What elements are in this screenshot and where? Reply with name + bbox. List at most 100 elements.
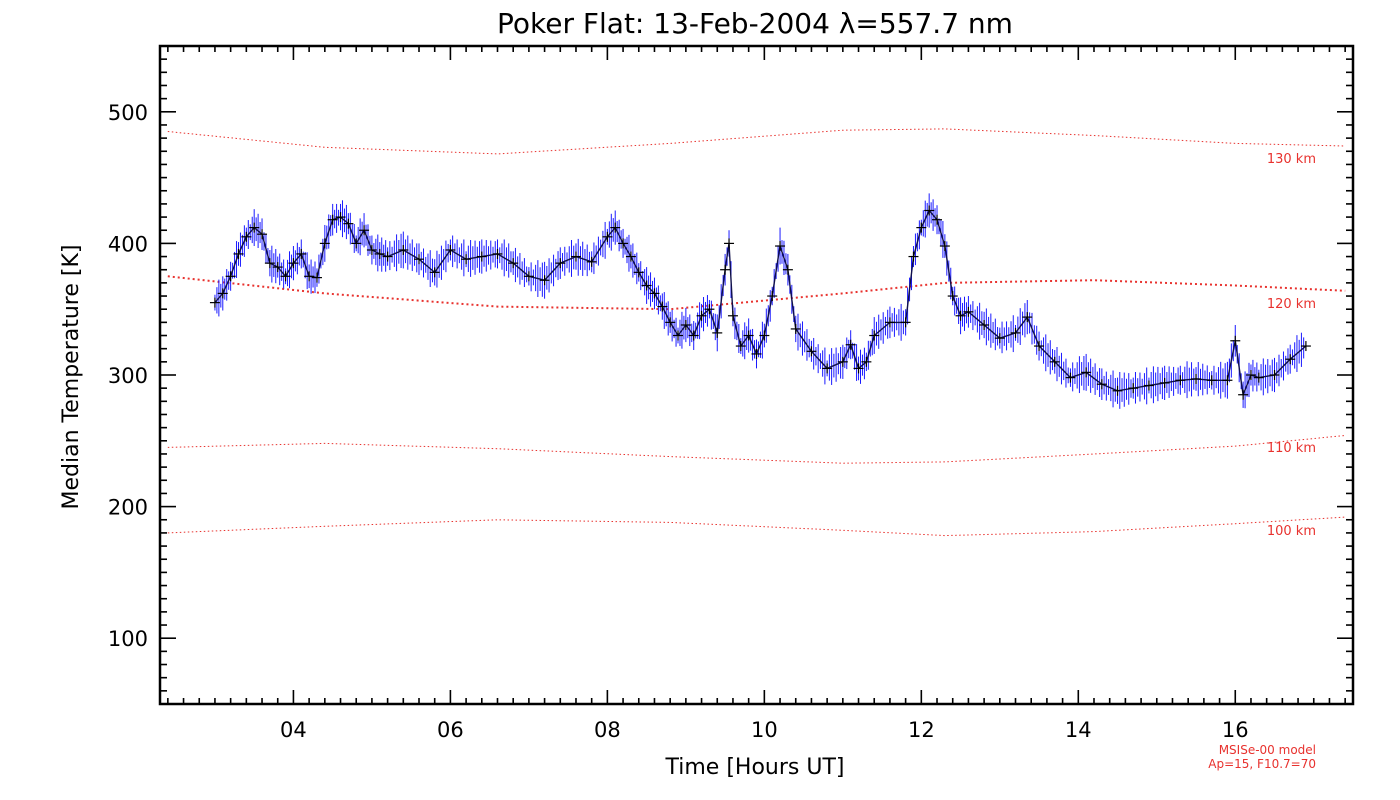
data-point: [304, 271, 315, 282]
axis-ticks: [160, 45, 1353, 705]
data-point: [735, 341, 746, 352]
data-point: [476, 251, 487, 262]
data-point: [461, 254, 472, 265]
data-point: [727, 310, 738, 321]
data-point: [570, 251, 581, 262]
data-point: [932, 214, 943, 225]
data-point: [688, 330, 699, 341]
data-point: [280, 271, 291, 282]
data-point: [398, 244, 409, 255]
data-point: [217, 288, 228, 299]
x-axis-label: Time [Hours UT]: [665, 755, 845, 780]
y-tick-label: 200: [108, 496, 148, 520]
data-point: [1238, 389, 1249, 400]
data-point: [359, 225, 370, 236]
model-label-100km: 100 km: [1267, 524, 1316, 539]
data-point: [311, 272, 322, 283]
data-point: [618, 238, 629, 249]
data-point: [861, 356, 872, 367]
data-point: [963, 306, 974, 317]
x-tick-label: 14: [1065, 718, 1092, 742]
y-tick-label: 500: [108, 101, 148, 125]
data-point: [947, 291, 958, 302]
data-point: [1245, 370, 1256, 380]
data-point: [845, 339, 856, 350]
data-point: [366, 244, 377, 255]
data-point: [1081, 367, 1092, 378]
temperature-series: [209, 193, 1311, 409]
data-point: [429, 267, 440, 278]
data-point: [249, 222, 260, 233]
data-point: [1230, 335, 1241, 346]
x-tick-label: 16: [1222, 718, 1249, 742]
data-point: [586, 256, 597, 267]
x-tick-label: 06: [437, 718, 464, 742]
y-tick-labels: 100 200 300 400 500: [108, 101, 148, 651]
model-curve-110km: [167, 435, 1346, 464]
model-curves: [167, 128, 1346, 537]
model-note-line-2: Ap=15, F10.7=70: [1208, 757, 1316, 771]
data-point: [767, 291, 778, 302]
data-point: [680, 319, 691, 330]
data-point: [1175, 375, 1186, 386]
data-point: [994, 333, 1005, 344]
data-point: [869, 330, 880, 341]
y-axis-label: Median Temperature [K]: [59, 245, 84, 510]
data-point: [1049, 356, 1060, 367]
data-point: [1034, 341, 1045, 352]
data-point: [351, 238, 362, 249]
data-point: [979, 319, 990, 330]
data-point: [837, 356, 848, 367]
data-point: [1143, 380, 1154, 391]
data-point: [955, 310, 966, 321]
model-label-130km: 130 km: [1267, 152, 1316, 167]
y-tick-label: 100: [108, 627, 148, 651]
data-point: [1269, 370, 1280, 380]
data-point: [1128, 383, 1139, 394]
x-tick-label: 10: [751, 718, 778, 742]
data-point: [649, 288, 660, 299]
data-point: [916, 222, 927, 233]
data-point: [720, 264, 731, 275]
data-point: [209, 297, 220, 308]
data-point: [233, 248, 244, 259]
data-point: [1285, 354, 1296, 365]
chart-title: Poker Flat: 13-Feb-2004 λ=557.7 nm: [497, 7, 1013, 40]
data-point: [1022, 312, 1033, 323]
y-tick-label: 300: [108, 364, 148, 388]
data-point: [296, 248, 307, 259]
data-point: [272, 262, 283, 273]
x-tick-label: 12: [908, 718, 935, 742]
data-point: [633, 267, 644, 278]
data-point: [343, 218, 354, 229]
data-point: [335, 212, 346, 223]
data-point: [712, 327, 723, 338]
data-point: [414, 254, 425, 265]
data-point: [602, 231, 613, 242]
data-point: [257, 229, 268, 240]
data-point: [790, 323, 801, 334]
data-point: [884, 317, 895, 328]
data-point: [782, 264, 793, 275]
data-point: [724, 238, 735, 249]
data-point: [264, 258, 275, 269]
data-point: [853, 363, 864, 374]
data-point: [445, 244, 456, 255]
model-label-110km: 110 km: [1267, 441, 1316, 456]
temperature-line: [214, 209, 1307, 398]
data-point: [1010, 327, 1021, 338]
x-tick-labels: 04 06 08 10 12 14 16: [280, 718, 1249, 742]
data-point: [1300, 341, 1311, 352]
data-point: [539, 275, 550, 286]
x-tick-label: 08: [594, 718, 621, 742]
y-tick-label: 400: [108, 232, 148, 256]
data-point: [924, 205, 935, 216]
data-point: [625, 251, 636, 262]
data-point: [939, 241, 950, 252]
data-point: [1253, 372, 1264, 383]
data-point: [822, 363, 833, 374]
data-point: [704, 304, 715, 315]
data-point: [492, 248, 503, 259]
data-point: [327, 214, 338, 225]
x-tick-label: 04: [280, 718, 307, 742]
